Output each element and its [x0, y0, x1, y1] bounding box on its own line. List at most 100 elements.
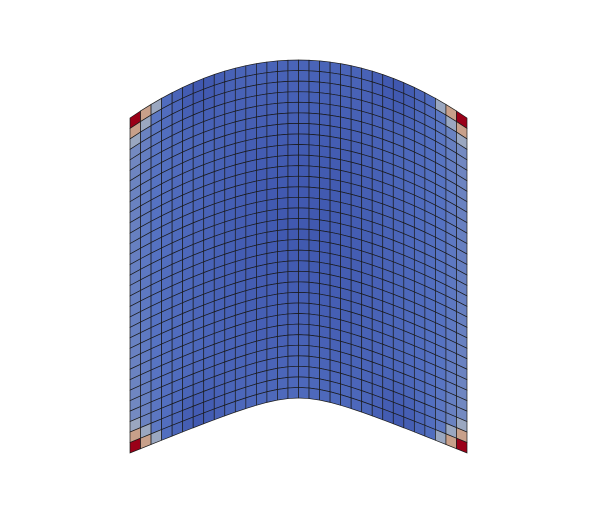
mesh-cell: [277, 123, 289, 136]
mesh-cell: [277, 80, 289, 94]
mesh-cell: [319, 81, 331, 95]
mesh-cell: [287, 249, 299, 262]
mesh-cell: [298, 376, 310, 389]
mesh-cell: [308, 112, 320, 125]
mesh-cell: [329, 61, 341, 75]
mesh-cell: [319, 124, 331, 137]
mesh-cell: [277, 355, 289, 369]
mesh-cell: [298, 186, 310, 199]
mesh-cell: [298, 207, 310, 220]
mesh-cell: [308, 271, 320, 284]
mesh-cell: [298, 260, 310, 273]
mesh-cell: [277, 376, 289, 390]
mesh-cell: [319, 145, 331, 159]
mesh-cell: [287, 154, 299, 167]
mesh-cell: [277, 228, 289, 242]
mesh-cell: [277, 345, 289, 359]
mesh-cell: [287, 281, 299, 294]
mesh-cell: [287, 59, 299, 72]
mesh-cell: [287, 270, 299, 283]
mesh-cell: [298, 123, 310, 135]
mesh-cell: [298, 313, 310, 325]
mesh-cell: [266, 113, 278, 127]
mesh-cell: [319, 102, 331, 116]
mesh-cell: [298, 228, 310, 241]
mesh-cell: [287, 334, 299, 347]
mesh-cell: [287, 387, 299, 399]
mesh-cell: [256, 93, 268, 107]
mesh-cell: [308, 123, 320, 136]
mesh-cell: [287, 228, 299, 241]
mesh-cell: [287, 292, 299, 304]
mesh-cell: [308, 313, 320, 327]
mesh-cell: [319, 60, 331, 74]
mesh-cell: [298, 91, 310, 103]
mesh-cell: [266, 81, 278, 95]
mesh-cell: [277, 154, 289, 168]
mesh-cell: [319, 155, 331, 169]
mesh-cell: [308, 207, 320, 221]
mesh-cell: [266, 155, 278, 169]
mesh-cell: [287, 165, 299, 177]
mesh-cell: [298, 302, 310, 315]
mesh-cell: [266, 124, 278, 137]
mesh: [129, 59, 468, 454]
mesh-cell: [308, 324, 320, 337]
mesh-cell: [308, 70, 320, 83]
mesh-cell: [266, 60, 278, 74]
mesh-cell: [308, 144, 320, 157]
mesh-cell: [308, 366, 320, 380]
mesh-cell: [308, 355, 320, 369]
mesh-cell: [298, 112, 310, 125]
mesh-cell: [256, 82, 268, 97]
mesh-cell: [308, 176, 320, 189]
mesh-cell: [277, 70, 289, 83]
mesh-cell: [456, 437, 468, 454]
mesh-cell: [308, 186, 320, 200]
mesh-cell: [298, 175, 310, 188]
mesh-cell: [266, 145, 278, 159]
mesh-cell: [308, 387, 320, 401]
mesh-cell: [277, 271, 289, 284]
mesh-cell: [287, 70, 299, 82]
mesh-cell: [277, 218, 289, 231]
mesh-cell: [277, 387, 289, 401]
mesh-cell: [287, 112, 299, 125]
mesh-cell: [308, 218, 320, 231]
mesh-cell: [287, 133, 299, 146]
mesh-cell: [287, 144, 299, 156]
mesh-cell: [298, 218, 310, 230]
mesh-cell: [319, 134, 331, 148]
mesh-cell: [308, 102, 320, 115]
mesh-cell: [298, 292, 310, 304]
mesh-cell: [298, 101, 310, 114]
mesh-cell: [287, 80, 299, 93]
mesh-cell: [277, 313, 289, 327]
mesh-cell: [308, 260, 320, 274]
mesh-cell: [308, 281, 320, 295]
mesh-cell: [287, 239, 299, 251]
mesh-cell: [287, 260, 299, 273]
mesh-cell: [287, 323, 299, 336]
mesh-cell: [287, 313, 299, 325]
mesh-cell: [287, 302, 299, 315]
mesh-cell: [329, 93, 341, 107]
mesh-cell: [319, 187, 331, 201]
mesh-cell: [266, 389, 278, 403]
mesh-cell: [308, 345, 320, 359]
mesh-cell: [298, 80, 310, 93]
mesh-cell: [266, 208, 278, 222]
mesh-cell: [308, 228, 320, 242]
mesh-cell: [277, 133, 289, 147]
mesh-cell: [319, 113, 331, 127]
mesh-cell: [298, 133, 310, 146]
mesh-cell: [266, 134, 278, 148]
mesh-cell: [287, 186, 299, 199]
mesh-cell: [266, 166, 278, 180]
mesh-cell: [287, 123, 299, 135]
mesh-cell: [319, 389, 331, 403]
mesh-cell: [308, 133, 320, 147]
mesh-cell: [277, 334, 289, 348]
mesh-cell: [298, 154, 310, 167]
